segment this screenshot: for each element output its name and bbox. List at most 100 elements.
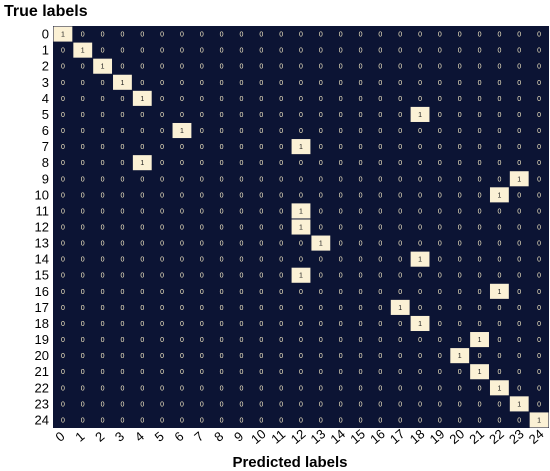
cell-value-9-23: 1 — [517, 176, 521, 183]
cell-value-18-0: 0 — [61, 321, 65, 328]
cell-value-22-7: 0 — [200, 385, 204, 392]
y-tick-label-3: 3 — [42, 75, 49, 90]
cell-value-3-21: 0 — [478, 80, 482, 87]
cell-value-17-4: 0 — [140, 305, 144, 312]
cell-value-24-16: 0 — [378, 417, 382, 424]
cell-value-20-13: 0 — [319, 353, 323, 360]
cell-value-0-13: 0 — [319, 32, 323, 39]
cell-value-0-5: 0 — [160, 32, 164, 39]
cell-value-9-15: 0 — [359, 176, 363, 183]
cell-value-14-14: 0 — [339, 257, 343, 264]
cell-value-22-24: 0 — [537, 385, 541, 392]
cell-value-13-8: 0 — [220, 241, 224, 248]
cell-value-4-2: 0 — [101, 96, 105, 103]
cell-value-2-1: 0 — [81, 64, 85, 71]
cell-value-16-4: 0 — [140, 289, 144, 296]
cell-value-9-11: 0 — [279, 176, 283, 183]
cell-value-23-20: 0 — [458, 401, 462, 408]
cell-value-3-23: 0 — [517, 80, 521, 87]
cell-value-2-23: 0 — [517, 64, 521, 71]
cell-value-11-13: 0 — [319, 208, 323, 215]
y-tick-label-18: 18 — [35, 316, 49, 331]
cell-value-17-22: 0 — [497, 305, 501, 312]
cell-value-6-17: 0 — [398, 128, 402, 135]
cell-value-10-3: 0 — [120, 192, 124, 199]
cell-value-23-0: 0 — [61, 401, 65, 408]
x-tick-labels: 0 1 2 3 4 5 6 7 8 9 10 11 12 13 14 15 16 17 18 19 20 21 22 23 24 — [52, 426, 546, 447]
heatmap-cell-19-21 — [470, 332, 489, 348]
y-tick-label-2: 2 — [42, 59, 49, 74]
cell-value-10-14: 0 — [339, 192, 343, 199]
cell-value-24-19: 0 — [438, 417, 442, 424]
cell-value-2-15: 0 — [359, 64, 363, 71]
cell-value-22-22: 1 — [497, 385, 501, 392]
heatmap-cell-15-12 — [291, 267, 311, 283]
cell-value-21-11: 0 — [279, 369, 283, 376]
cell-value-9-0: 0 — [61, 176, 65, 183]
cell-value-6-20: 0 — [458, 128, 462, 135]
cell-value-24-5: 0 — [160, 417, 164, 424]
cell-value-24-0: 0 — [61, 417, 65, 424]
cell-value-4-16: 0 — [378, 96, 382, 103]
cell-value-23-23: 1 — [517, 401, 521, 408]
y-tick-label-22: 22 — [35, 380, 49, 395]
cell-value-11-4: 0 — [140, 208, 144, 215]
cell-value-1-4: 0 — [140, 48, 144, 55]
cell-value-16-0: 0 — [61, 289, 65, 296]
cell-value-1-21: 0 — [478, 48, 482, 55]
cell-value-1-3: 0 — [120, 48, 124, 55]
cell-value-0-14: 0 — [339, 32, 343, 39]
cell-value-0-16: 0 — [378, 32, 382, 39]
cell-value-23-13: 0 — [319, 401, 323, 408]
x-tick-label-2: 2 — [92, 428, 107, 444]
cell-value-3-8: 0 — [220, 80, 224, 87]
cell-value-18-16: 0 — [378, 321, 382, 328]
cell-value-9-3: 0 — [120, 176, 124, 183]
cell-value-1-13: 0 — [319, 48, 323, 55]
cell-value-22-17: 0 — [398, 385, 402, 392]
cell-value-8-9: 0 — [240, 160, 244, 167]
cell-value-15-0: 0 — [61, 273, 65, 280]
cell-value-12-17: 0 — [398, 225, 402, 232]
cell-value-8-6: 0 — [180, 160, 184, 167]
cell-value-3-22: 0 — [497, 80, 501, 87]
cell-value-11-3: 0 — [120, 208, 124, 215]
cell-value-20-22: 0 — [497, 353, 501, 360]
cell-value-20-14: 0 — [339, 353, 343, 360]
cell-value-2-9: 0 — [240, 64, 244, 71]
cell-value-20-20: 1 — [458, 353, 462, 360]
cell-value-7-17: 0 — [398, 144, 402, 151]
cell-value-11-10: 0 — [259, 208, 263, 215]
cell-value-24-8: 0 — [220, 417, 224, 424]
heatmap-cell-13-13 — [311, 235, 331, 251]
cell-value-23-24: 0 — [537, 401, 541, 408]
cell-value-12-5: 0 — [160, 225, 164, 232]
cell-value-16-10: 0 — [259, 289, 263, 296]
cell-value-10-13: 0 — [319, 192, 323, 199]
cell-value-13-6: 0 — [180, 241, 184, 248]
cell-value-0-15: 0 — [359, 32, 363, 39]
cell-value-22-12: 0 — [299, 385, 303, 392]
cell-value-5-7: 0 — [200, 112, 204, 119]
cell-value-17-21: 0 — [478, 305, 482, 312]
cell-value-13-24: 0 — [537, 241, 541, 248]
cell-value-10-4: 0 — [140, 192, 144, 199]
x-tick-label-3: 3 — [112, 428, 127, 444]
cell-value-20-16: 0 — [378, 353, 382, 360]
cell-value-16-9: 0 — [240, 289, 244, 296]
cell-value-13-19: 0 — [438, 241, 442, 248]
cell-value-0-22: 0 — [497, 32, 501, 39]
cell-value-22-21: 0 — [478, 385, 482, 392]
cell-value-2-11: 0 — [279, 64, 283, 71]
cell-value-7-2: 0 — [101, 144, 105, 151]
cell-value-5-19: 0 — [438, 112, 442, 119]
cell-value-13-1: 0 — [81, 241, 85, 248]
cell-value-16-17: 0 — [398, 289, 402, 296]
cell-value-19-7: 0 — [200, 337, 204, 344]
x-tick-label-15: 15 — [347, 426, 368, 447]
x-tick-label-1: 1 — [72, 428, 87, 444]
cell-value-7-11: 0 — [279, 144, 283, 151]
cell-value-2-7: 0 — [200, 64, 204, 71]
cell-value-23-22: 0 — [497, 401, 501, 408]
y-tick-label-19: 19 — [35, 332, 49, 347]
